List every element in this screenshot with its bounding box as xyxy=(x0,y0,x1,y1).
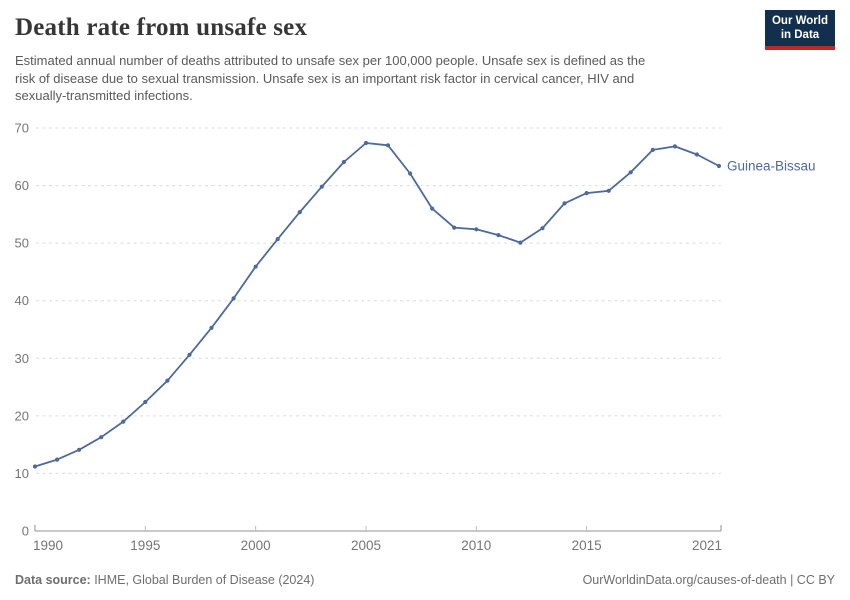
subtitle-line: sexually-transmitted infections. xyxy=(15,88,193,103)
data-point[interactable] xyxy=(209,325,214,330)
data-point[interactable] xyxy=(275,237,280,242)
x-axis-tick-label: 1995 xyxy=(130,538,160,553)
data-point[interactable] xyxy=(694,152,700,157)
data-point[interactable] xyxy=(165,378,170,383)
chart-footer: Data source: IHME, Global Burden of Dise… xyxy=(15,573,835,587)
subtitle-line: risk of disease due to sexual transmissi… xyxy=(15,70,635,86)
data-point[interactable] xyxy=(77,447,82,452)
data-point[interactable] xyxy=(297,210,302,215)
data-source: Data source: IHME, Global Burden of Dise… xyxy=(15,573,314,587)
data-point[interactable] xyxy=(716,163,722,169)
page-title: Death rate from unsafe sex xyxy=(15,14,308,41)
y-axis-tick-label: 70 xyxy=(15,121,29,136)
series-line[interactable] xyxy=(34,142,720,468)
data-point[interactable] xyxy=(672,144,678,149)
x-axis-tick-label: 2005 xyxy=(351,538,381,553)
y-axis-tick-label: 0 xyxy=(22,524,29,539)
data-point[interactable] xyxy=(628,170,633,175)
data-point[interactable] xyxy=(584,191,589,196)
data-point[interactable] xyxy=(32,464,38,469)
x-axis-tick-label: 2010 xyxy=(461,538,491,553)
data-point[interactable] xyxy=(341,159,346,165)
data-source-label: Data source: xyxy=(15,573,91,587)
owid-logo[interactable]: Our World in Data xyxy=(765,10,835,50)
entity-label[interactable]: Guinea-Bissau xyxy=(727,158,816,173)
data-point[interactable] xyxy=(496,233,501,238)
x-axis-tick-label: 2000 xyxy=(241,538,271,553)
y-axis-tick-label: 20 xyxy=(15,408,29,423)
x-axis-tick-label: 2015 xyxy=(572,538,602,553)
x-axis-tick-label: 2021 xyxy=(692,538,722,553)
data-point[interactable] xyxy=(518,240,523,245)
chart-subtitle: Estimated annual number of deaths attrib… xyxy=(15,52,760,105)
data-point[interactable] xyxy=(55,457,60,462)
data-point[interactable] xyxy=(187,352,192,357)
data-point[interactable] xyxy=(143,399,148,405)
data-source-value[interactable]: IHME, Global Burden of Disease (2024) xyxy=(90,573,315,587)
data-point[interactable] xyxy=(99,435,104,440)
y-axis-tick-label: 10 xyxy=(15,466,29,481)
owid-logo-text: Our World in Data xyxy=(765,10,835,46)
data-point[interactable] xyxy=(319,184,324,189)
y-axis-tick-label: 50 xyxy=(15,236,29,251)
chart-header: Death rate from unsafe sex Estimated ann… xyxy=(15,14,760,105)
y-axis-tick-label: 40 xyxy=(15,293,29,308)
y-axis-tick-label: 30 xyxy=(15,351,29,366)
x-axis-tick-label: 1990 xyxy=(33,538,63,553)
data-point[interactable] xyxy=(474,227,479,232)
credit-link[interactable]: OurWorldinData.org/causes-of-death | CC … xyxy=(582,573,835,587)
data-point[interactable] xyxy=(408,171,413,176)
data-point[interactable] xyxy=(562,201,567,206)
data-point[interactable] xyxy=(121,419,126,424)
data-point[interactable] xyxy=(363,140,369,146)
data-point[interactable] xyxy=(540,226,545,231)
data-point[interactable] xyxy=(650,147,655,152)
data-point[interactable] xyxy=(606,188,611,193)
data-point[interactable] xyxy=(430,206,435,211)
owid-logo-accent-bar xyxy=(765,46,835,50)
data-point[interactable] xyxy=(385,143,391,148)
data-point[interactable] xyxy=(231,296,236,301)
data-point[interactable] xyxy=(253,264,258,269)
subtitle-line: Estimated annual number of deaths attrib… xyxy=(15,53,646,68)
y-axis-tick-label: 60 xyxy=(15,178,29,193)
data-point[interactable] xyxy=(452,225,457,230)
